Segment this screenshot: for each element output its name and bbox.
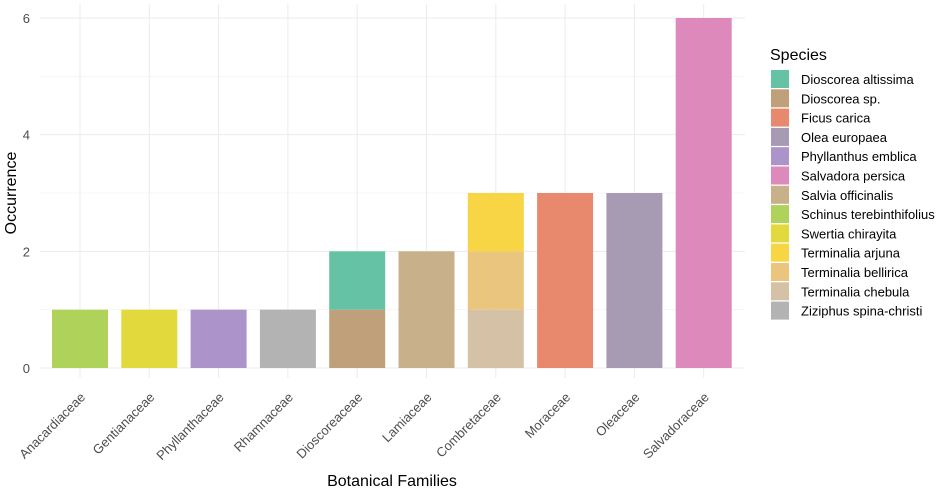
legend-key <box>771 185 789 204</box>
legend-label: Schinus terebinthifolius <box>801 207 935 222</box>
x-tick-label: Rhamnaceae <box>231 390 296 455</box>
bar-segment <box>329 251 386 310</box>
x-tick-label: Dioscoreaceae <box>293 390 365 462</box>
legend-label: Terminalia chebula <box>801 284 910 299</box>
bar-segment <box>329 309 386 368</box>
y-tick-labels: 0 2 4 6 <box>23 11 30 376</box>
bar-segment <box>52 309 108 368</box>
legend-label: Ficus carica <box>801 111 871 126</box>
legend-label: Swertia chirayita <box>801 226 897 241</box>
legend-title: Species <box>770 47 827 64</box>
legend-key <box>771 301 789 320</box>
x-tick-label: Phyllanthaceae <box>153 390 226 463</box>
legend-label: Dioscorea sp. <box>801 91 880 106</box>
legend-label: Terminalia arjuna <box>801 246 901 261</box>
x-tick-label: Moraceae <box>522 390 573 441</box>
bar-segment <box>398 251 455 368</box>
x-tick-label: Gentianaceae <box>90 390 158 458</box>
legend-label: Salvadora persica <box>801 169 906 184</box>
legend-key <box>771 127 789 146</box>
y-tick-label: 4 <box>23 128 30 143</box>
bar-segment <box>121 309 178 368</box>
bar-segment <box>467 251 524 310</box>
legend-key <box>771 70 789 88</box>
bar-segment <box>606 193 663 368</box>
x-tick-label: Lamiaceae <box>379 390 435 446</box>
legend-key <box>771 89 789 108</box>
legend-key <box>771 108 789 127</box>
bar-segment <box>190 309 247 368</box>
y-tick-label: 2 <box>23 244 30 259</box>
legend-label: Dioscorea altissima <box>801 72 914 87</box>
legend-key <box>771 263 789 281</box>
legend-label: Terminalia bellirica <box>801 265 909 280</box>
x-tick-label: Combretaceae <box>433 390 504 461</box>
bars <box>52 18 732 368</box>
legend-key <box>771 282 789 301</box>
legend: Species Dioscorea altissima Dioscorea sp.… <box>770 47 935 320</box>
bar-segment <box>467 193 524 252</box>
legend-key <box>771 205 789 224</box>
bar-segment <box>675 18 732 368</box>
bar-segment <box>537 193 594 368</box>
y-axis-title: Occurrence <box>3 152 20 235</box>
legend-label: Olea europaea <box>801 130 888 145</box>
legend-items: Dioscorea altissima Dioscorea sp. Ficus ca… <box>771 70 935 320</box>
legend-label: Ziziphus spina-christi <box>801 304 922 319</box>
x-axis-title: Botanical Families <box>327 473 457 488</box>
x-tick-label: Anacardiaceae <box>16 390 88 462</box>
bar-segment <box>259 309 316 368</box>
legend-key <box>771 243 789 262</box>
legend-key <box>771 166 789 185</box>
legend-key <box>771 224 789 243</box>
x-tick-label: Oleaceae <box>593 390 643 440</box>
x-tick-label: Salvadoraceae <box>640 390 712 462</box>
bar-segment <box>467 309 524 368</box>
y-tick-label: 6 <box>23 11 30 26</box>
legend-key <box>771 147 789 166</box>
y-tick-label: 0 <box>23 361 30 376</box>
legend-label: Phyllanthus emblica <box>801 149 917 164</box>
legend-label: Salvia officinalis <box>801 188 894 203</box>
